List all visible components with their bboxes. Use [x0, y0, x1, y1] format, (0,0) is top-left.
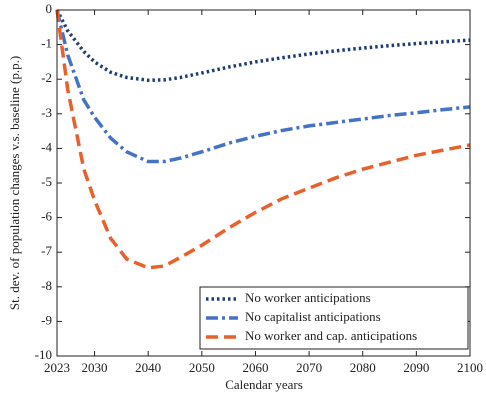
- y-tick-label: -4: [41, 139, 52, 154]
- data-line: [55, 9, 471, 164]
- x-tick-label: 2100: [457, 360, 483, 375]
- y-axis-label: St. dev. of population changes v.s. base…: [7, 56, 22, 310]
- y-tick-label: 0: [46, 1, 53, 16]
- y-tick-label: -6: [41, 209, 52, 224]
- x-tick-label: 2060: [242, 360, 268, 375]
- x-tick-label: 2030: [82, 360, 108, 375]
- x-tick-label: 2080: [350, 360, 376, 375]
- legend-box: [199, 286, 469, 350]
- y-tick-label: -5: [41, 174, 52, 189]
- x-tick-label: 2023: [44, 360, 70, 375]
- x-axis-label: Calendar years: [225, 377, 303, 392]
- y-tick-label: -7: [41, 243, 52, 258]
- x-tick-label: 2090: [403, 360, 429, 375]
- y-tick-label: -2: [41, 70, 52, 85]
- y-tick-label: -8: [41, 278, 52, 293]
- x-tick-label: 2070: [296, 360, 322, 375]
- plot-frame: [56, 9, 471, 357]
- data-line: [55, 9, 471, 82]
- legend-label: No worker and cap. anticipations: [245, 328, 417, 343]
- y-tick-label: -10: [35, 347, 52, 362]
- y-tick-label: -9: [41, 312, 52, 327]
- y-tick-label: -1: [41, 36, 52, 51]
- legend-label: No worker anticipations: [245, 290, 371, 305]
- legend-label: No capitalist anticipations: [245, 309, 381, 324]
- x-tick-label: 2050: [189, 360, 215, 375]
- y-tick-label: -3: [41, 105, 52, 120]
- data-line: [55, 9, 471, 270]
- x-tick-label: 2040: [135, 360, 161, 375]
